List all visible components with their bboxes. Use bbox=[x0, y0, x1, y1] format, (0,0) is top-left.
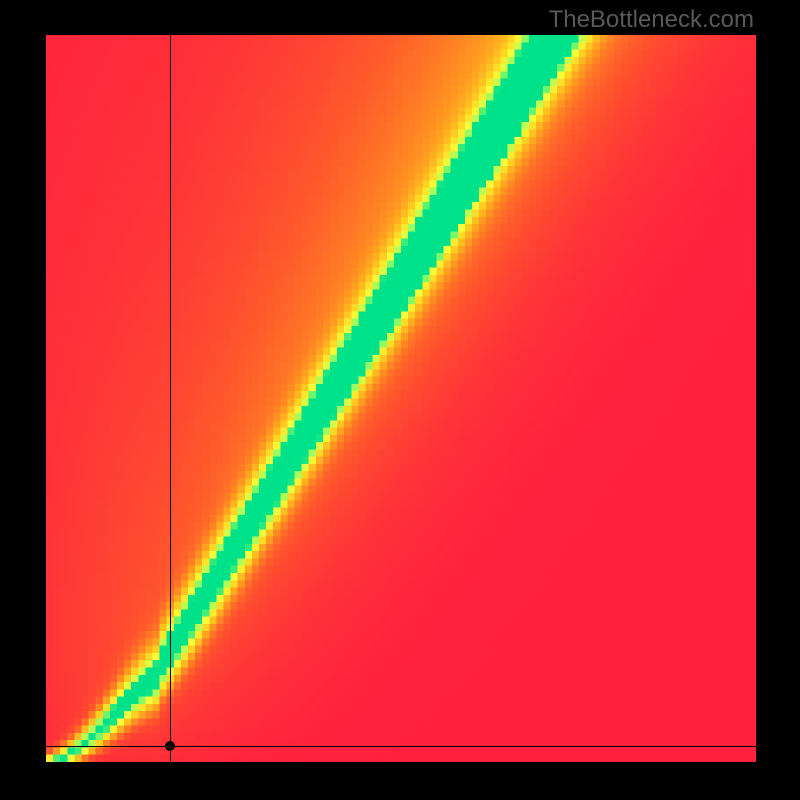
heatmap-canvas bbox=[46, 35, 756, 762]
crosshair-horizontal bbox=[46, 746, 756, 747]
heatmap-plot bbox=[46, 35, 756, 762]
crosshair-vertical bbox=[170, 35, 171, 762]
chart-container: TheBottleneck.com bbox=[0, 0, 800, 800]
attribution-text: TheBottleneck.com bbox=[549, 6, 754, 34]
crosshair-marker bbox=[165, 741, 175, 751]
